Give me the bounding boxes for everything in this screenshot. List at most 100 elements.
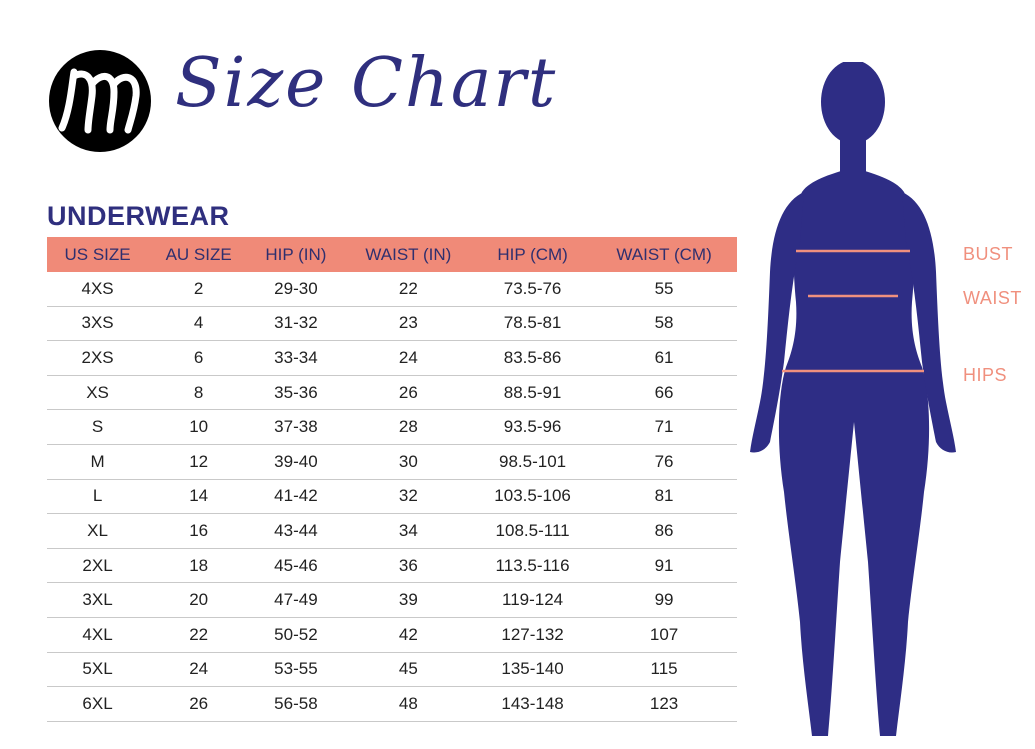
table-header-row: US SIZE AU SIZE HIP (IN) WAIST (IN) HIP …: [47, 237, 737, 272]
table-cell: 5XL: [47, 652, 149, 688]
table-cell: 93.5-96: [474, 409, 592, 445]
table-cell: 24: [148, 652, 250, 688]
table-cell: 24: [342, 340, 475, 376]
table-cell: 39-40: [249, 444, 343, 480]
table-cell: 108.5-111: [474, 513, 592, 549]
table-cell: 107: [591, 617, 737, 653]
table-row: M 12 39-40 30 98.5-101 76: [47, 444, 737, 480]
column-header: US SIZE: [47, 237, 149, 272]
table-row: 2XL 18 45-46 36 113.5-116 91: [47, 548, 737, 584]
table-cell: 98.5-101: [474, 444, 592, 480]
table-cell: 2XL: [47, 548, 149, 584]
table-cell: 4XS: [47, 272, 149, 307]
table-cell: 32: [342, 479, 475, 515]
table-cell: 30: [342, 444, 475, 480]
column-header: AU SIZE: [148, 237, 250, 272]
table-cell: 16: [148, 513, 250, 549]
table-cell: 113.5-116: [474, 548, 592, 584]
table-cell: 50-52: [249, 617, 343, 653]
table-cell: 6: [148, 340, 250, 376]
table-cell: 29-30: [249, 272, 343, 307]
page-title: Size Chart: [175, 44, 558, 123]
column-header: HIP (CM): [474, 237, 592, 272]
table-cell: 143-148: [474, 686, 592, 722]
table-cell: 103.5-106: [474, 479, 592, 515]
table-cell: 6XL: [47, 686, 149, 722]
column-header: WAIST (IN): [342, 237, 475, 272]
table-cell: S: [47, 409, 149, 445]
table-cell: 18: [148, 548, 250, 584]
table-cell: 127-132: [474, 617, 592, 653]
table-row: 3XS 4 31-32 23 78.5-81 58: [47, 306, 737, 342]
table-row: S 10 37-38 28 93.5-96 71: [47, 409, 737, 445]
table-cell: 28: [342, 409, 475, 445]
bust-label: BUST: [963, 244, 1014, 264]
table-cell: 45-46: [249, 548, 343, 584]
table-row: 5XL 24 53-55 45 135-140 115: [47, 652, 737, 688]
table-cell: 20: [148, 582, 250, 618]
table-cell: 10: [148, 409, 250, 445]
table-cell: 23: [342, 306, 475, 342]
table-cell: L: [47, 479, 149, 515]
table-cell: 4XL: [47, 617, 149, 653]
table-cell: 2XS: [47, 340, 149, 376]
section-heading: UNDERWEAR: [47, 201, 230, 231]
table-cell: 78.5-81: [474, 306, 592, 342]
table-cell: 58: [591, 306, 737, 342]
table-cell: 37-38: [249, 409, 343, 445]
table-cell: 36: [342, 548, 475, 584]
table-cell: 71: [591, 409, 737, 445]
table-cell: 66: [591, 375, 737, 411]
table-cell: 123: [591, 686, 737, 722]
table-cell: 91: [591, 548, 737, 584]
column-header: WAIST (CM): [591, 237, 737, 272]
table-cell: 86: [591, 513, 737, 549]
table-row: 4XS 2 29-30 22 73.5-76 55: [47, 272, 737, 307]
table-cell: 35-36: [249, 375, 343, 411]
table-cell: 76: [591, 444, 737, 480]
body-silhouette-icon: [750, 62, 956, 736]
table-cell: 4: [148, 306, 250, 342]
table-cell: 3XL: [47, 582, 149, 618]
table-cell: 81: [591, 479, 737, 515]
table-row: L 14 41-42 32 103.5-106 81: [47, 479, 737, 515]
table-cell: 41-42: [249, 479, 343, 515]
table-cell: 26: [342, 375, 475, 411]
table-body: 4XS 2 29-30 22 73.5-76 55 3XS 4 31-32 23 78.5-81 58…: [47, 272, 737, 722]
table-cell: 14: [148, 479, 250, 515]
table-cell: M: [47, 444, 149, 480]
table-row: 2XS 6 33-34 24 83.5-86 61: [47, 340, 737, 376]
table-row: 4XL 22 50-52 42 127-132 107: [47, 617, 737, 653]
table-cell: 42: [342, 617, 475, 653]
table-cell: 99: [591, 582, 737, 618]
table-cell: 56-58: [249, 686, 343, 722]
table-cell: 3XS: [47, 306, 149, 342]
table-cell: 2: [148, 272, 250, 307]
table-row: XL 16 43-44 34 108.5-111 86: [47, 513, 737, 549]
table-cell: 53-55: [249, 652, 343, 688]
table-cell: 73.5-76: [474, 272, 592, 307]
table-cell: XS: [47, 375, 149, 411]
table-cell: 33-34: [249, 340, 343, 376]
table-cell: 47-49: [249, 582, 343, 618]
table-cell: 135-140: [474, 652, 592, 688]
table-cell: 119-124: [474, 582, 592, 618]
table-cell: XL: [47, 513, 149, 549]
table-cell: 22: [148, 617, 250, 653]
table-cell: 31-32: [249, 306, 343, 342]
brand-logo-icon: [49, 50, 151, 152]
table-cell: 22: [342, 272, 475, 307]
table-cell: 55: [591, 272, 737, 307]
table-cell: 88.5-91: [474, 375, 592, 411]
table-cell: 115: [591, 652, 737, 688]
table-cell: 83.5-86: [474, 340, 592, 376]
table-cell: 43-44: [249, 513, 343, 549]
hips-label: HIPS: [963, 365, 1008, 385]
table-cell: 39: [342, 582, 475, 618]
table-cell: 12: [148, 444, 250, 480]
table-row: 3XL 20 47-49 39 119-124 99: [47, 582, 737, 618]
table-cell: 61: [591, 340, 737, 376]
table-row: 6XL 26 56-58 48 143-148 123: [47, 686, 737, 722]
table-cell: 34: [342, 513, 475, 549]
size-table: US SIZE AU SIZE HIP (IN) WAIST (IN) HIP …: [47, 237, 737, 722]
